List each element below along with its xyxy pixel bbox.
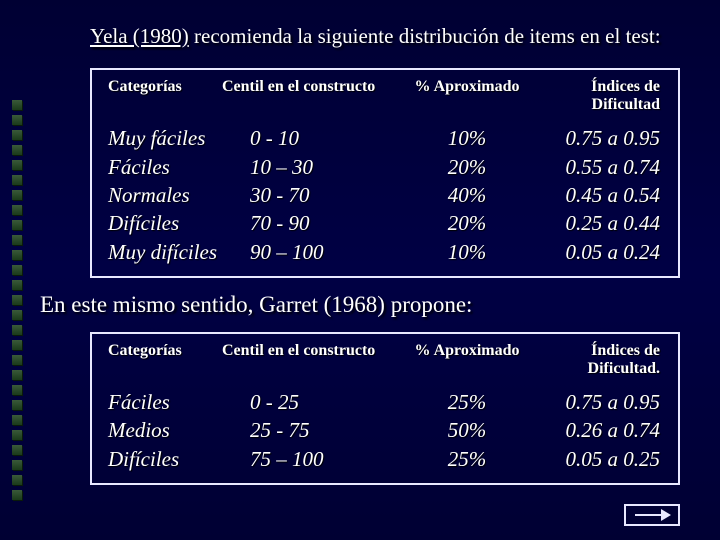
- cell-indice: 0.45 a 0.54: [527, 181, 668, 209]
- cell-aprox: 25%: [407, 445, 527, 473]
- cell-aprox: 20%: [407, 153, 527, 181]
- cell-categoria: Muy difíciles: [102, 238, 222, 266]
- bullet-icon: [12, 355, 22, 365]
- cell-centil: 70 - 90: [222, 209, 407, 237]
- slide-content: Yela (1980) recomienda la siguiente dist…: [0, 0, 720, 515]
- bullet-icon: [12, 265, 22, 275]
- next-slide-button[interactable]: [624, 504, 680, 526]
- cell-aprox: 10%: [407, 238, 527, 266]
- bullet-icon: [12, 100, 22, 110]
- cell-categoria: Fáciles: [102, 153, 222, 181]
- bullet-icon: [12, 145, 22, 155]
- cell-categoria: Difíciles: [102, 209, 222, 237]
- table-garret: Categorías Centil en el constructo % Apr…: [90, 332, 680, 485]
- bullet-icon: [12, 190, 22, 200]
- bullet-icon: [12, 490, 22, 500]
- cell-centil: 25 - 75: [222, 416, 407, 444]
- cell-centil: 10 – 30: [222, 153, 407, 181]
- bullet-icon: [12, 415, 22, 425]
- bullet-icon: [12, 220, 22, 230]
- bullet-icon: [12, 370, 22, 380]
- bullet-icon: [12, 205, 22, 215]
- intro-text-1: Yela (1980) recomienda la siguiente dist…: [90, 22, 680, 50]
- th-categorias: Categorías: [102, 78, 222, 96]
- cell-indice: 0.25 a 0.44: [527, 209, 668, 237]
- bullet-icon: [12, 130, 22, 140]
- cell-aprox: 50%: [407, 416, 527, 444]
- th-categorias: Categorías: [102, 342, 222, 360]
- th-centil: Centil en el constructo: [222, 78, 407, 96]
- intro-tail-1: recomienda la siguiente distribución de …: [189, 24, 661, 48]
- intro2-a: En este mismo sentido,: [40, 292, 259, 317]
- bullet-icon: [12, 475, 22, 485]
- bullet-icon: [12, 430, 22, 440]
- table-row: Difíciles75 – 10025%0.05 a 0.25: [102, 445, 668, 473]
- cell-categoria: Fáciles: [102, 388, 222, 416]
- table-row: Fáciles10 – 3020%0.55 a 0.74: [102, 153, 668, 181]
- bullet-icon: [12, 115, 22, 125]
- cell-indice: 0.26 a 0.74: [527, 416, 668, 444]
- arrow-right-icon: [635, 514, 669, 516]
- table-row: Normales30 - 7040%0.45 a 0.54: [102, 181, 668, 209]
- bullet-icon: [12, 310, 22, 320]
- bullet-icon: [12, 250, 22, 260]
- cell-categoria: Normales: [102, 181, 222, 209]
- th-aprox: % Aproximado: [407, 78, 527, 96]
- bullet-icon: [12, 340, 22, 350]
- cell-categoria: Medios: [102, 416, 222, 444]
- cell-indice: 0.05 a 0.24: [527, 238, 668, 266]
- cell-indice: 0.05 a 0.25: [527, 445, 668, 473]
- table-row: Fáciles0 - 2525%0.75 a 0.95: [102, 388, 668, 416]
- intro2-c: propone:: [385, 292, 473, 317]
- author-ref-1: Yela (1980): [90, 24, 189, 48]
- table-header: Categorías Centil en el constructo % Apr…: [102, 78, 668, 114]
- cell-centil: 90 – 100: [222, 238, 407, 266]
- table-row: Muy fáciles0 - 1010%0.75 a 0.95: [102, 124, 668, 152]
- author-ref-2: Garret (1968): [259, 292, 385, 317]
- table-row: Muy difíciles90 – 10010%0.05 a 0.24: [102, 238, 668, 266]
- table-row: Difíciles70 - 9020%0.25 a 0.44: [102, 209, 668, 237]
- bullet-icon: [12, 325, 22, 335]
- cell-aprox: 25%: [407, 388, 527, 416]
- bullet-icon: [12, 400, 22, 410]
- bullet-icon: [12, 160, 22, 170]
- bullet-icon: [12, 175, 22, 185]
- cell-centil: 30 - 70: [222, 181, 407, 209]
- bullet-icon: [12, 295, 22, 305]
- cell-centil: 0 - 10: [222, 124, 407, 152]
- cell-centil: 75 – 100: [222, 445, 407, 473]
- bullet-icon: [12, 280, 22, 290]
- cell-centil: 0 - 25: [222, 388, 407, 416]
- th-indices: Índices de Dificultad: [527, 78, 668, 114]
- table-yela: Categorías Centil en el constructo % Apr…: [90, 68, 680, 278]
- th-aprox: % Aproximado: [407, 342, 527, 360]
- th-indices: Índices de Dificultad.: [527, 342, 668, 378]
- cell-indice: 0.75 a 0.95: [527, 388, 668, 416]
- bullet-icon: [12, 235, 22, 245]
- cell-aprox: 10%: [407, 124, 527, 152]
- cell-aprox: 20%: [407, 209, 527, 237]
- table-header: Categorías Centil en el constructo % Apr…: [102, 342, 668, 378]
- bullet-icon: [12, 445, 22, 455]
- cell-indice: 0.55 a 0.74: [527, 153, 668, 181]
- bullet-icon: [12, 385, 22, 395]
- intro-text-2: En este mismo sentido, Garret (1968) pro…: [40, 292, 680, 318]
- bullet-column: [12, 100, 32, 505]
- cell-indice: 0.75 a 0.95: [527, 124, 668, 152]
- cell-categoria: Muy fáciles: [102, 124, 222, 152]
- cell-aprox: 40%: [407, 181, 527, 209]
- cell-categoria: Difíciles: [102, 445, 222, 473]
- bullet-icon: [12, 460, 22, 470]
- table-row: Medios25 - 7550%0.26 a 0.74: [102, 416, 668, 444]
- th-centil: Centil en el constructo: [222, 342, 407, 360]
